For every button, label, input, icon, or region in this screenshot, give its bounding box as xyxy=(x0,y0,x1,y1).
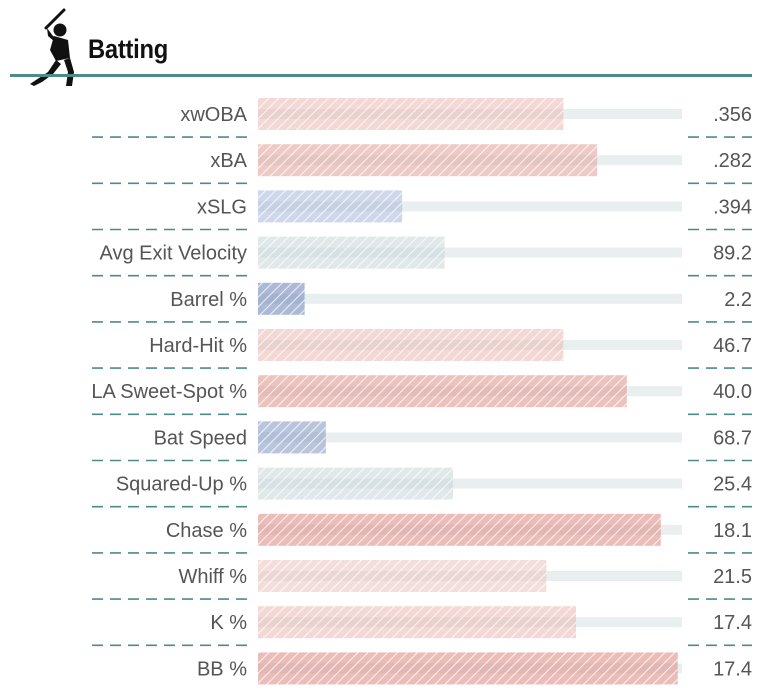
percentile-bar xyxy=(258,236,445,269)
row-value: 40.0 xyxy=(713,381,752,403)
percentile-bar xyxy=(258,560,547,592)
percentile-bar xyxy=(258,98,564,130)
chart-row: Chase % 18.1 xyxy=(92,513,752,554)
chart-row: Bat Speed 68.7 xyxy=(92,421,752,462)
batter-silhouette-icon xyxy=(30,8,74,86)
percentile-bar xyxy=(258,329,564,361)
row-label: Bat Speed xyxy=(154,427,247,449)
bar-track xyxy=(258,247,682,258)
row-value: 2.2 xyxy=(724,289,752,311)
row-label: xBA xyxy=(210,150,247,172)
chart-row: Squared-Up % 25.4 xyxy=(92,467,752,508)
chart-row: xBA .282 xyxy=(92,144,752,185)
bar-track xyxy=(258,478,682,489)
percentile-bar xyxy=(258,513,661,546)
bar-track xyxy=(258,201,682,212)
row-value: 18.1 xyxy=(713,520,752,542)
bar-track xyxy=(258,432,682,443)
percentile-bar xyxy=(258,190,403,223)
row-label: K % xyxy=(210,612,247,634)
chart-row: xSLG .394 xyxy=(92,190,752,231)
row-value: 21.5 xyxy=(713,566,752,588)
chart-row: K % 17.4 xyxy=(92,606,752,647)
chart-row: Whiff % 21.5 xyxy=(92,560,752,600)
row-label: Chase % xyxy=(166,520,247,542)
header: Batting xyxy=(0,0,784,86)
row-value: 89.2 xyxy=(713,243,752,265)
percentile-bar xyxy=(258,282,305,315)
row-label: Hard-Hit % xyxy=(149,335,247,357)
row-value: 46.7 xyxy=(713,335,752,357)
row-label: BB % xyxy=(197,658,247,680)
row-value: .356 xyxy=(713,104,752,126)
chart-row: Avg Exit Velocity 89.2 xyxy=(92,236,752,277)
percentile-bar xyxy=(258,375,627,408)
header-rule xyxy=(10,74,752,77)
chart-row: Barrel % 2.2 xyxy=(92,282,752,323)
bar-track xyxy=(258,293,682,304)
row-value: 25.4 xyxy=(713,474,752,496)
percentile-bar xyxy=(258,606,576,639)
row-label: xSLG xyxy=(197,196,247,218)
chart-row: BB % 17.4 xyxy=(197,652,752,685)
percentile-bar xyxy=(258,421,326,454)
section-title: Batting xyxy=(88,34,168,64)
row-label: Whiff % xyxy=(178,566,247,588)
row-value: 68.7 xyxy=(713,427,752,449)
row-value: .282 xyxy=(713,150,752,172)
row-value: .394 xyxy=(713,196,752,218)
percentile-bar xyxy=(258,467,454,500)
row-label: LA Sweet-Spot % xyxy=(91,381,247,403)
row-label: Squared-Up % xyxy=(116,474,247,496)
chart-rows: xwOBA .356 xBA .282 xSLG .394 Avg Exit Velocit… xyxy=(91,98,752,685)
row-value: 17.4 xyxy=(713,612,752,634)
percentile-bar xyxy=(258,144,598,177)
chart-row: Hard-Hit % 46.7 xyxy=(92,329,752,369)
chart-row: LA Sweet-Spot % 40.0 xyxy=(91,375,752,416)
percentile-bar xyxy=(258,652,678,685)
row-label: Barrel % xyxy=(170,289,247,311)
row-value: 17.4 xyxy=(713,658,752,680)
chart-row: xwOBA .356 xyxy=(92,98,752,138)
row-label: Avg Exit Velocity xyxy=(100,243,247,265)
row-label: xwOBA xyxy=(180,104,247,126)
